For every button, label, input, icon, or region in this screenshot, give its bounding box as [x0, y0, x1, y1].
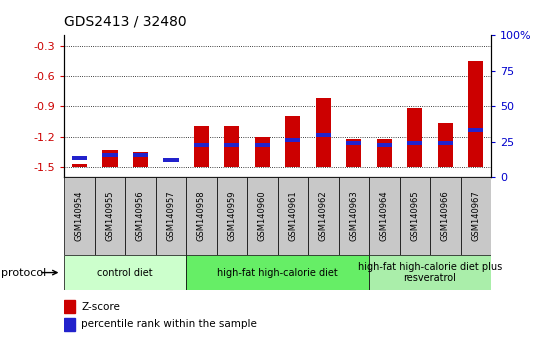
Bar [285, 116, 300, 167]
Text: control diet: control diet [97, 268, 153, 278]
Bar [346, 138, 362, 167]
Bar [194, 126, 209, 167]
Text: GDS2413 / 32480: GDS2413 / 32480 [64, 14, 187, 28]
Bar [407, 108, 422, 167]
Bar [72, 156, 87, 160]
Text: GSM140964: GSM140964 [380, 190, 389, 241]
Bar [255, 143, 270, 147]
Text: GSM140965: GSM140965 [410, 190, 419, 241]
Text: GSM140963: GSM140963 [349, 190, 358, 241]
Bar [308, 177, 339, 255]
Bar [316, 133, 331, 137]
Text: high-fat high-calorie diet plus
resveratrol: high-fat high-calorie diet plus resverat… [358, 262, 502, 284]
Bar [339, 177, 369, 255]
Bar [133, 153, 148, 157]
Bar [247, 177, 277, 255]
Bar [64, 177, 95, 255]
Bar [217, 177, 247, 255]
Text: Z-score: Z-score [81, 302, 120, 312]
Bar [186, 255, 369, 290]
Bar [369, 255, 491, 290]
Bar [224, 126, 239, 167]
Bar [285, 138, 300, 142]
Bar [316, 98, 331, 167]
Bar [194, 143, 209, 147]
Bar [400, 177, 430, 255]
Text: protocol: protocol [1, 268, 46, 278]
Text: GSM140960: GSM140960 [258, 190, 267, 241]
Bar [437, 141, 453, 145]
Bar [460, 177, 491, 255]
Bar [430, 177, 460, 255]
Text: high-fat high-calorie diet: high-fat high-calorie diet [217, 268, 338, 278]
Text: GSM140961: GSM140961 [288, 190, 297, 241]
Bar [64, 300, 75, 313]
Text: GSM140957: GSM140957 [166, 190, 175, 241]
Text: GSM140962: GSM140962 [319, 190, 328, 241]
Bar [125, 177, 156, 255]
Bar [437, 124, 453, 167]
Bar [186, 177, 217, 255]
Text: GSM140955: GSM140955 [105, 191, 114, 241]
Bar [64, 255, 186, 290]
Bar [407, 141, 422, 145]
Bar [278, 177, 308, 255]
Bar [369, 177, 400, 255]
Bar [163, 158, 179, 162]
Text: GSM140966: GSM140966 [441, 190, 450, 241]
Text: GSM140958: GSM140958 [197, 190, 206, 241]
Bar [95, 177, 125, 255]
Bar [64, 318, 75, 331]
Text: GSM140956: GSM140956 [136, 190, 145, 241]
Bar [224, 143, 239, 147]
Bar [133, 152, 148, 167]
Bar [346, 141, 362, 145]
Bar [255, 137, 270, 167]
Bar [468, 61, 483, 167]
Text: GSM140967: GSM140967 [472, 190, 480, 241]
Bar [102, 150, 118, 167]
Bar [102, 153, 118, 157]
Text: GSM140959: GSM140959 [227, 191, 237, 241]
Bar [468, 129, 483, 132]
Bar [377, 143, 392, 147]
Text: percentile rank within the sample: percentile rank within the sample [81, 319, 257, 329]
Bar [377, 138, 392, 167]
Text: GSM140954: GSM140954 [75, 191, 84, 241]
Bar [156, 177, 186, 255]
Bar [72, 164, 87, 167]
